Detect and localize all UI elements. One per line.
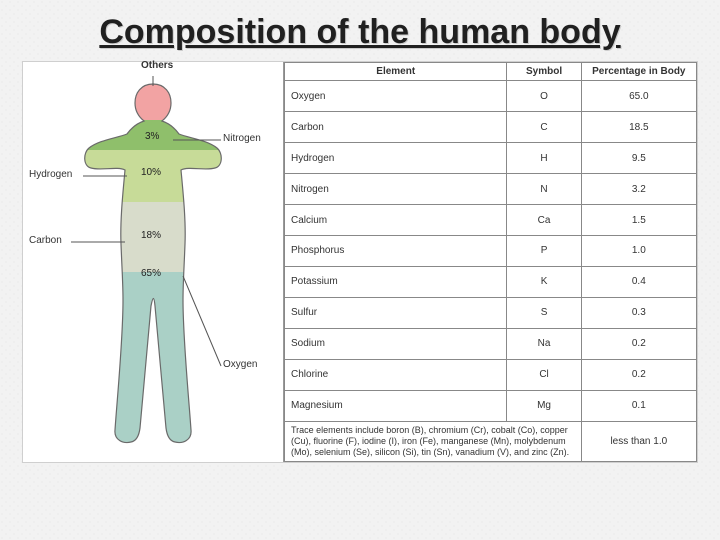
- cell-symbol: O: [507, 81, 581, 112]
- cell-pct: 0.4: [581, 266, 696, 297]
- pct-nitrogen: 3%: [145, 131, 159, 142]
- cell-element: Phosphorus: [285, 236, 507, 267]
- label-others: Others: [141, 60, 173, 71]
- table-row: SulfurS0.3: [285, 297, 697, 328]
- element-table: Element Symbol Percentage in Body Oxygen…: [284, 62, 697, 462]
- label-hydrogen: Hydrogen: [29, 169, 72, 180]
- cell-pct: 0.1: [581, 390, 696, 421]
- cell-pct: 18.5: [581, 112, 696, 143]
- cell-symbol: K: [507, 266, 581, 297]
- trace-row: Trace elements include boron (B), chromi…: [285, 421, 697, 462]
- table-row: CarbonC18.5: [285, 112, 697, 143]
- th-symbol: Symbol: [507, 63, 581, 81]
- cell-symbol: Ca: [507, 205, 581, 236]
- cell-element: Magnesium: [285, 390, 507, 421]
- pct-oxygen: 65%: [141, 268, 161, 279]
- cell-pct: 3.2: [581, 174, 696, 205]
- trace-note: Trace elements include boron (B), chromi…: [285, 421, 582, 462]
- cell-symbol: H: [507, 143, 581, 174]
- body-bands: [23, 62, 283, 462]
- trace-pct: less than 1.0: [581, 421, 696, 462]
- table-row: SodiumNa0.2: [285, 328, 697, 359]
- body-figure: Others Nitrogen Hydrogen Carbon Oxygen 3…: [23, 62, 284, 462]
- table-header-row: Element Symbol Percentage in Body: [285, 63, 697, 81]
- table-row: MagnesiumMg0.1: [285, 390, 697, 421]
- cell-pct: 1.0: [581, 236, 696, 267]
- cell-symbol: C: [507, 112, 581, 143]
- cell-pct: 9.5: [581, 143, 696, 174]
- table-row: ChlorineCl0.2: [285, 359, 697, 390]
- cell-element: Nitrogen: [285, 174, 507, 205]
- cell-pct: 65.0: [581, 81, 696, 112]
- slide: Composition of the human body: [0, 0, 720, 540]
- cell-symbol: P: [507, 236, 581, 267]
- body-svg: [23, 62, 283, 462]
- lead-oxygen: [183, 276, 221, 366]
- th-pct: Percentage in Body: [581, 63, 696, 81]
- cell-pct: 0.2: [581, 359, 696, 390]
- cell-pct: 0.2: [581, 328, 696, 359]
- th-element: Element: [285, 63, 507, 81]
- table-row: CalciumCa1.5: [285, 205, 697, 236]
- label-nitrogen: Nitrogen: [223, 133, 261, 144]
- cell-element: Hydrogen: [285, 143, 507, 174]
- cell-symbol: Cl: [507, 359, 581, 390]
- table-row: PhosphorusP1.0: [285, 236, 697, 267]
- table-row: HydrogenH9.5: [285, 143, 697, 174]
- cell-element: Calcium: [285, 205, 507, 236]
- content-panel: Others Nitrogen Hydrogen Carbon Oxygen 3…: [22, 61, 698, 463]
- table-row: NitrogenN3.2: [285, 174, 697, 205]
- pct-carbon: 18%: [141, 230, 161, 241]
- cell-pct: 0.3: [581, 297, 696, 328]
- composition-table: Element Symbol Percentage in Body Oxygen…: [284, 62, 697, 462]
- cell-symbol: Mg: [507, 390, 581, 421]
- cell-element: Sodium: [285, 328, 507, 359]
- cell-symbol: S: [507, 297, 581, 328]
- cell-element: Sulfur: [285, 297, 507, 328]
- cell-element: Chlorine: [285, 359, 507, 390]
- cell-element: Potassium: [285, 266, 507, 297]
- cell-element: Oxygen: [285, 81, 507, 112]
- cell-pct: 1.5: [581, 205, 696, 236]
- table-row: PotassiumK0.4: [285, 266, 697, 297]
- table-row: OxygenO65.0: [285, 81, 697, 112]
- cell-symbol: N: [507, 174, 581, 205]
- label-oxygen: Oxygen: [223, 359, 257, 370]
- table-body: OxygenO65.0CarbonC18.5HydrogenH9.5Nitrog…: [285, 81, 697, 421]
- cell-symbol: Na: [507, 328, 581, 359]
- page-title: Composition of the human body: [22, 14, 698, 51]
- pct-hydrogen: 10%: [141, 167, 161, 178]
- cell-element: Carbon: [285, 112, 507, 143]
- label-carbon: Carbon: [29, 235, 62, 246]
